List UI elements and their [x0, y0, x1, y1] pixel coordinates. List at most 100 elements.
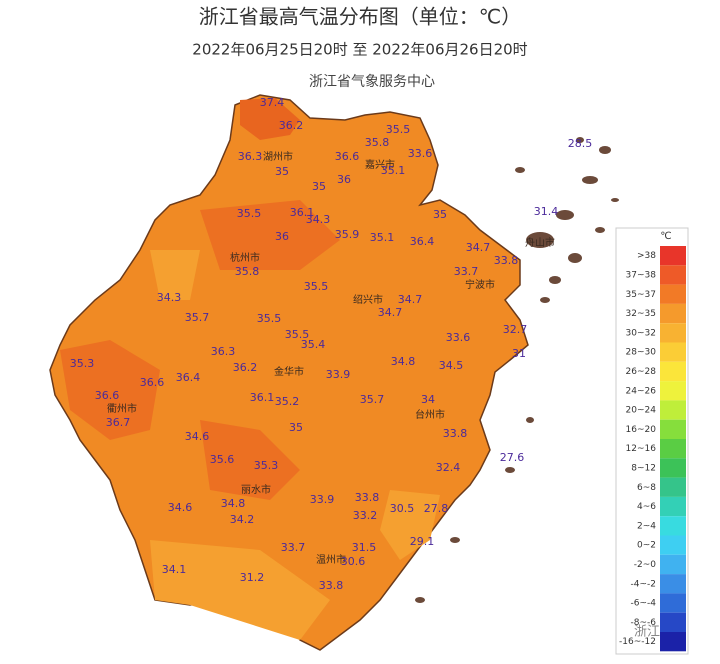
legend-swatch: [660, 361, 686, 382]
station-value: 36.2: [279, 119, 304, 132]
station-value: 35.7: [360, 393, 385, 406]
station-value: 35.5: [304, 280, 329, 293]
station-value: 35: [275, 165, 289, 178]
station-value: 34.8: [391, 355, 416, 368]
station-value: 35.7: [185, 311, 210, 324]
hot-zone: [60, 340, 160, 440]
station-value: 29.1: [410, 535, 435, 548]
legend-swatch: [660, 477, 686, 497]
station-value: 35.9: [335, 228, 360, 241]
legend-label: -8~-6: [631, 618, 657, 628]
hot-zone: [200, 200, 340, 270]
station-value: 36.3: [238, 150, 263, 163]
city-label: 丽水市: [241, 483, 271, 496]
legend-label: 24~26: [626, 386, 657, 396]
station-value: 30.6: [341, 555, 366, 568]
station-value: 34.2: [230, 513, 255, 526]
legend-label: 37~38: [626, 270, 657, 280]
legend-label: 4~6: [637, 502, 656, 512]
city-label: 杭州市: [230, 251, 260, 264]
station-value: 27.6: [500, 451, 525, 464]
legend-label: 30~32: [626, 328, 656, 338]
legend-label: 2~4: [637, 521, 656, 531]
station-value: 34.7: [466, 241, 491, 254]
cool-zone: [150, 540, 330, 640]
legend-unit: ℃: [660, 231, 671, 242]
legend-swatch: [660, 303, 686, 324]
station-value: 35.3: [254, 459, 279, 472]
station-value: 34: [421, 393, 435, 406]
station-value: 35.5: [237, 207, 262, 220]
hot-zone: [200, 420, 300, 500]
station-value: 33.7: [281, 541, 306, 554]
station-value: 30.5: [390, 502, 415, 515]
legend-label: -16~-12: [619, 637, 656, 647]
station-value: 35.2: [275, 395, 300, 408]
station-value: 33.8: [494, 254, 519, 267]
station-value: 35.6: [210, 453, 235, 466]
station-value: 31.4: [534, 205, 559, 218]
city-label: 绍兴市: [353, 293, 383, 306]
city-label: 湖州市: [263, 150, 293, 163]
legend-label: 12~16: [626, 444, 657, 454]
legend-label: 8~12: [631, 463, 656, 473]
legend-label: -4~-2: [631, 579, 657, 589]
station-value: 27.8: [424, 502, 449, 515]
legend-swatch: [660, 593, 686, 613]
legend-swatch: [660, 439, 686, 459]
station-value: 33.7: [454, 265, 479, 278]
station-value: 36.6: [140, 376, 165, 389]
legend-label: 32~35: [626, 309, 656, 319]
station-value: 36.1: [290, 206, 315, 219]
legend-swatch: [660, 265, 686, 285]
subtitle: 2022年06月25日20时 至 2022年06月26日20时: [192, 41, 527, 59]
legend-swatch: [660, 458, 686, 478]
station-value: 34.6: [168, 501, 193, 514]
station-value: 33.8: [319, 579, 344, 592]
legend-swatch: [660, 400, 686, 420]
station-value: 35.1: [381, 164, 406, 177]
city-label: 台州市: [415, 408, 445, 421]
station-value: 35.1: [370, 231, 395, 244]
city-label: 宁波市: [465, 278, 495, 291]
legend-swatch: [660, 554, 686, 575]
station-value: 35.8: [365, 136, 390, 149]
station-value: 35: [289, 421, 303, 434]
city-label: 衢州市: [107, 402, 137, 415]
station-value: 34.3: [306, 213, 331, 226]
legend-label: 28~30: [626, 348, 657, 358]
station-value: 33.8: [443, 427, 468, 440]
legend-label: >38: [637, 251, 656, 261]
station-value: 35: [433, 208, 447, 221]
station-value: 31: [512, 347, 526, 360]
station-value: 36.1: [250, 391, 275, 404]
station-value: 31.2: [240, 571, 265, 584]
city-label: 温州市: [316, 553, 346, 566]
station-value: 35.5: [386, 123, 411, 136]
islands: [415, 137, 619, 603]
station-value: 33.9: [326, 368, 351, 381]
legend-swatch: [660, 535, 686, 555]
source: 浙江省气象服务中心: [309, 74, 435, 90]
map: [49, 94, 619, 651]
station-value: 34.7: [398, 293, 423, 306]
cool-zone: [380, 490, 440, 560]
station-value: 37.4: [260, 96, 285, 109]
station-value: 32.4: [436, 461, 461, 474]
legend-swatch: [660, 284, 686, 304]
station-value: 34.3: [157, 291, 182, 304]
station-value: 34.8: [221, 497, 246, 510]
station-value: 35: [312, 180, 326, 193]
legend-swatch: [660, 516, 686, 536]
station-value: 32.7: [503, 323, 528, 336]
station-value: 36.7: [106, 416, 131, 429]
station-value: 35.5: [257, 312, 282, 325]
station-value: 31.5: [352, 541, 377, 554]
legend-swatch: [660, 632, 686, 652]
cool-zone: [150, 250, 200, 300]
legend-label: 6~8: [637, 483, 656, 493]
station-value: 36.2: [233, 361, 258, 374]
legend-swatch: [660, 246, 686, 266]
station-value: 36.6: [95, 389, 120, 402]
